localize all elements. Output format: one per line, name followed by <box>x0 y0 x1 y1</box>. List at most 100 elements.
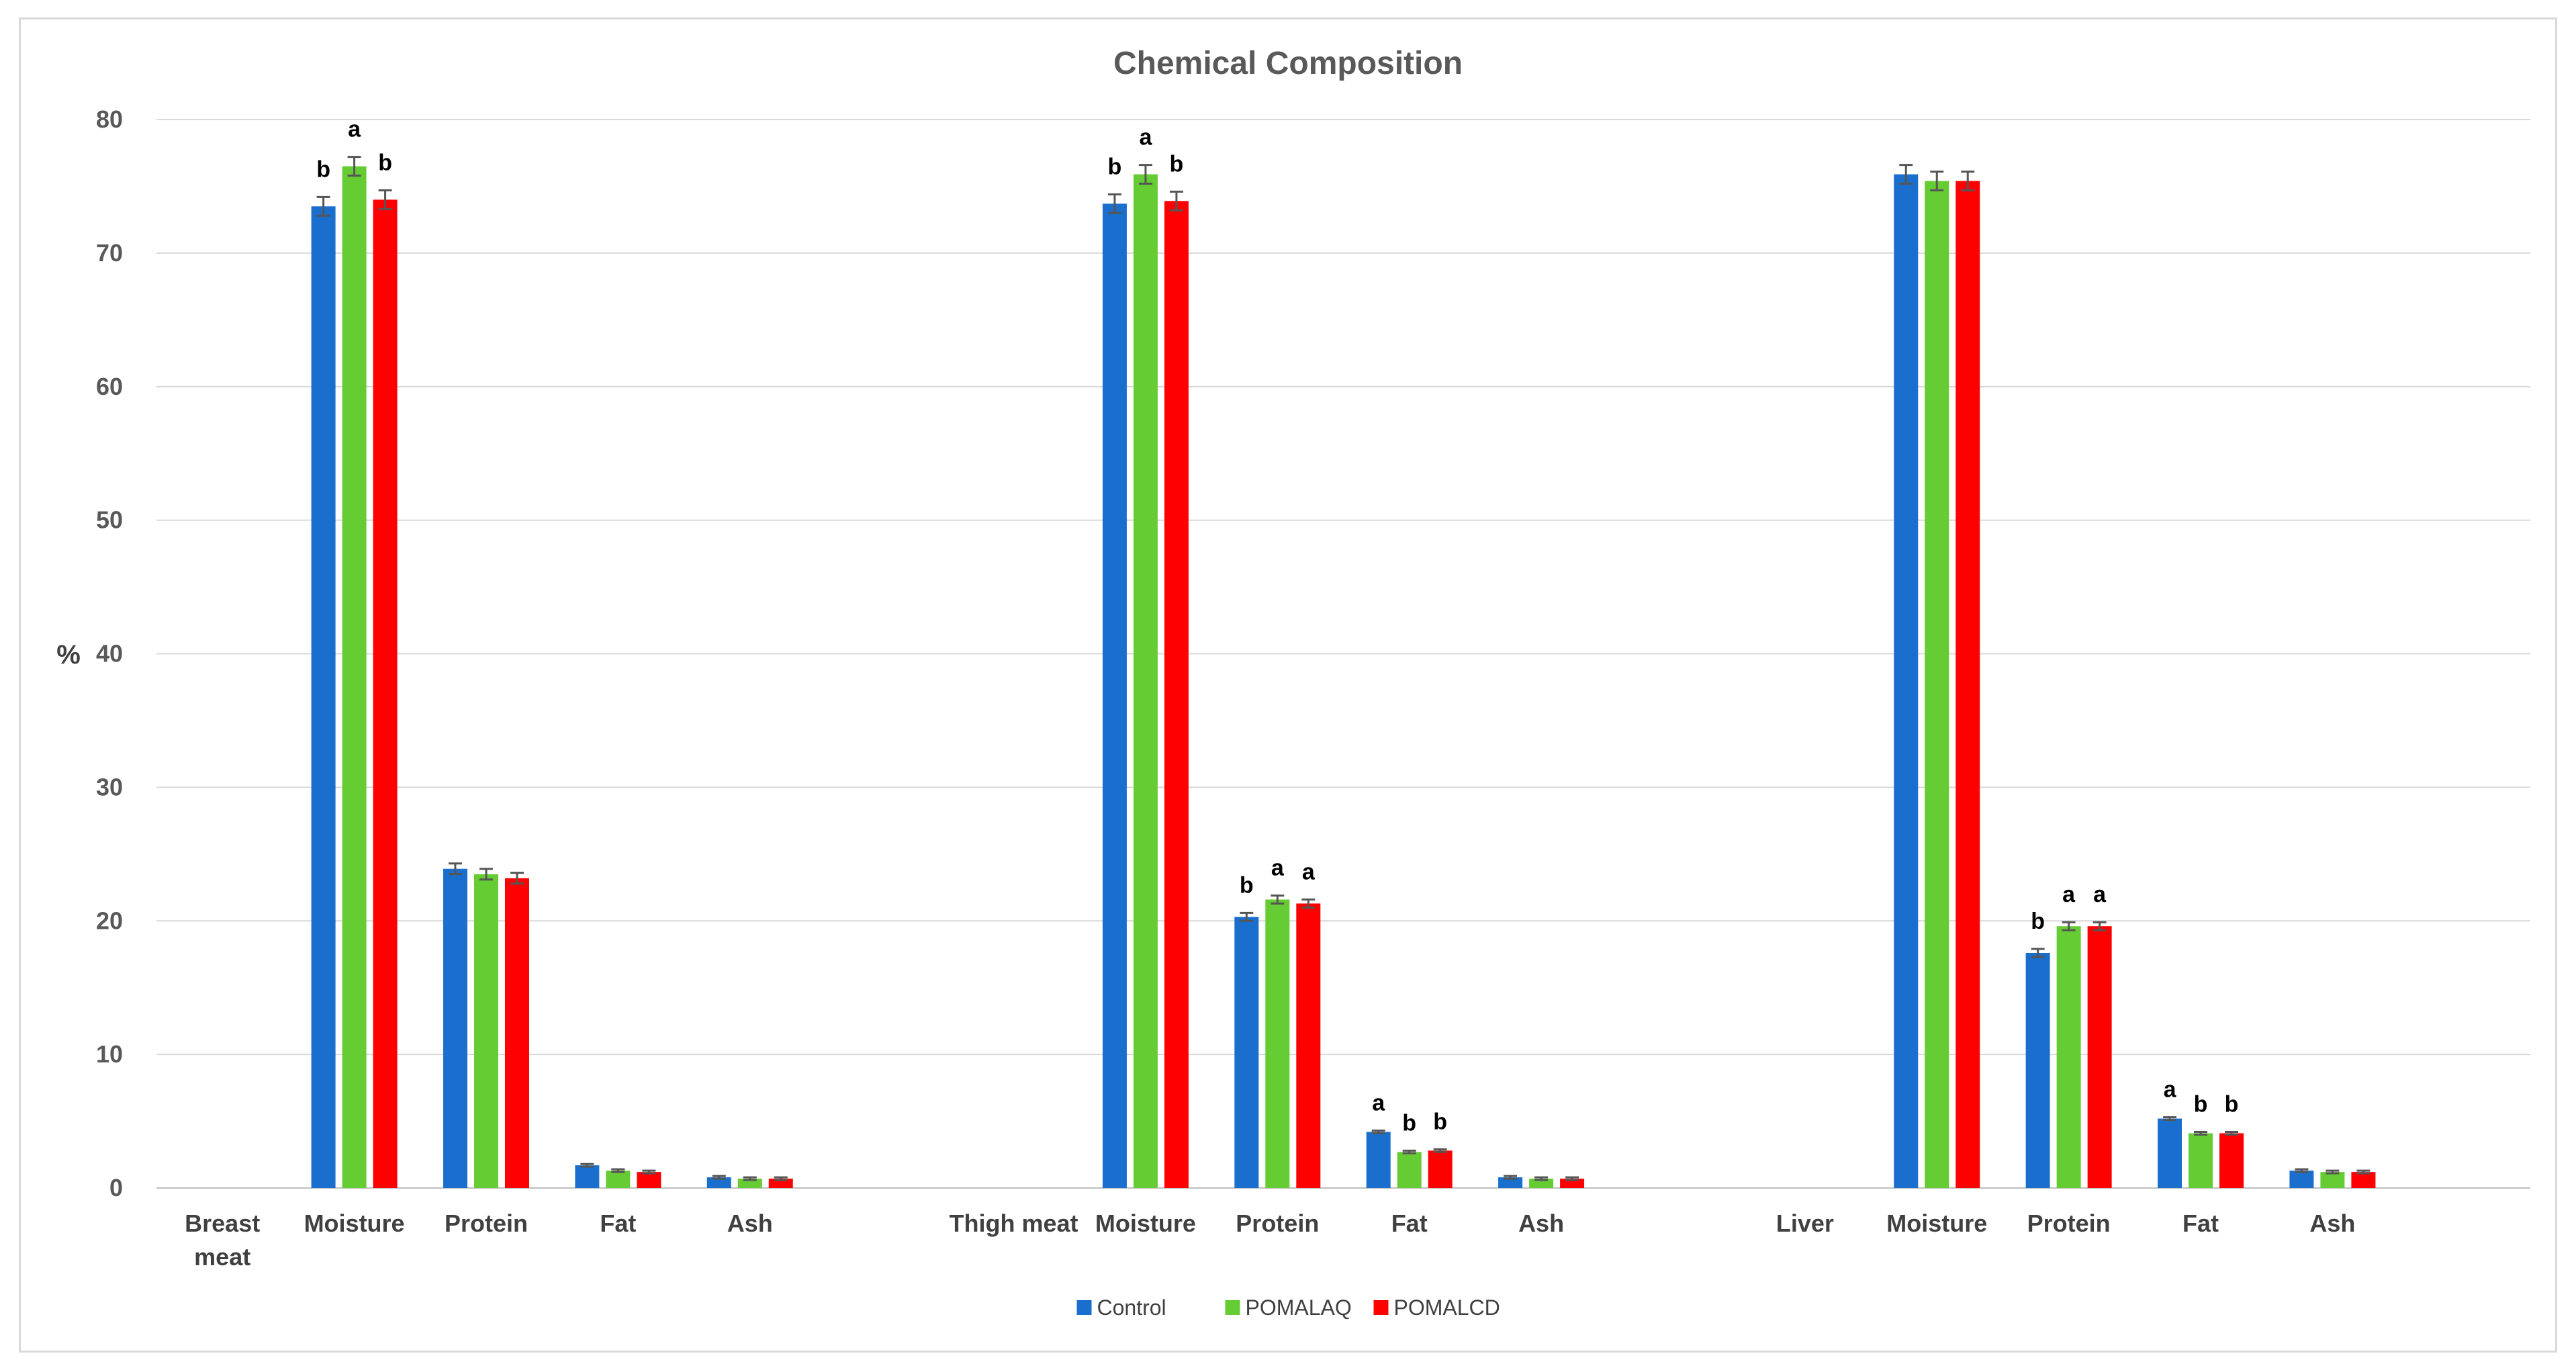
bar <box>1956 181 1980 1188</box>
error-bar <box>1169 190 1183 212</box>
bar <box>1296 903 1321 1188</box>
error-bar <box>611 1168 625 1173</box>
category-label: Moisture <box>304 1209 405 1237</box>
legend-label: POMALAQ <box>1246 1295 1352 1320</box>
category-label: Moisture <box>1886 1209 1987 1237</box>
chart-title: Chemical Composition <box>1113 46 1463 81</box>
y-tick-label: 20 <box>96 907 123 934</box>
legend-label: POMALCD <box>1394 1295 1500 1320</box>
legend-label: Control <box>1097 1295 1166 1320</box>
error-bar <box>2062 921 2076 931</box>
significance-letter: b <box>378 150 392 175</box>
significance-letter: a <box>2164 1077 2177 1103</box>
bar <box>706 1177 731 1188</box>
error-bar <box>642 1169 656 1175</box>
group-label: Thigh meat <box>950 1209 1078 1237</box>
x-axis-category-labels: Breast meat Thigh meat Liver Moisture Protein… <box>185 1209 2355 1271</box>
category-label: Ash <box>1518 1209 1564 1237</box>
error-bar <box>2031 948 2045 958</box>
y-tick-label: 80 <box>96 105 123 133</box>
bar <box>2189 1133 2213 1188</box>
bar <box>2289 1171 2314 1188</box>
significance-letter: b <box>2031 909 2045 934</box>
error-bar <box>2194 1130 2208 1136</box>
significance-letter: b <box>1433 1109 1447 1134</box>
category-label: Fat <box>600 1209 636 1237</box>
significance-letter: b <box>2225 1091 2239 1117</box>
category-label: Protein <box>2027 1209 2111 1237</box>
bar <box>2320 1172 2345 1188</box>
bar <box>1498 1177 1523 1188</box>
bar <box>373 199 398 1189</box>
gridlines <box>156 119 2530 1189</box>
error-bar <box>1138 164 1152 185</box>
error-bars <box>316 156 2371 1181</box>
y-tick-label: 0 <box>109 1174 123 1201</box>
category-label: Moisture <box>1095 1209 1196 1237</box>
bar <box>1234 917 1259 1188</box>
error-bar <box>1240 911 1254 922</box>
bars <box>311 166 2376 1189</box>
significance-letter: a <box>1372 1090 1385 1115</box>
significance-letter: a <box>348 117 361 142</box>
error-bar <box>2163 1116 2177 1122</box>
error-bar <box>378 189 392 210</box>
error-bar <box>743 1176 757 1181</box>
legend-swatch <box>1373 1300 1389 1315</box>
category-label: Fat <box>1391 1209 1428 1237</box>
error-bar <box>1504 1175 1518 1180</box>
y-tick-label: 10 <box>96 1040 123 1068</box>
bar <box>1894 174 1919 1188</box>
error-bar <box>1402 1149 1416 1154</box>
significance-letter: b <box>1240 872 1254 898</box>
error-bar <box>1899 164 1913 185</box>
significance-letter: a <box>1271 855 1285 880</box>
bar <box>473 874 498 1188</box>
category-label: Fat <box>2182 1209 2219 1237</box>
bar <box>2351 1172 2376 1188</box>
bar <box>2025 952 2050 1188</box>
error-bar <box>774 1176 788 1181</box>
bar <box>1164 201 1189 1189</box>
significance-letter: b <box>1170 151 1184 177</box>
legend: Control POMALAQ POMALCD <box>1076 1295 1500 1320</box>
bar <box>606 1171 631 1188</box>
significance-letter: b <box>2194 1091 2208 1117</box>
error-bar <box>347 156 361 177</box>
significance-letter: a <box>2093 882 2107 907</box>
error-bar <box>1433 1148 1447 1153</box>
error-bar <box>1565 1176 1579 1181</box>
error-bar <box>1107 193 1121 214</box>
group-label: Liver <box>1776 1209 1834 1237</box>
bar <box>2056 926 2081 1188</box>
bar <box>311 206 336 1188</box>
legend-swatch <box>1225 1300 1240 1315</box>
y-tick-label: 30 <box>96 773 123 801</box>
y-tick-label: 40 <box>96 640 123 668</box>
y-tick-label: 50 <box>96 506 123 534</box>
error-bar <box>510 872 524 885</box>
category-label: Ash <box>727 1209 773 1237</box>
bar <box>1397 1152 1422 1188</box>
category-label: Ash <box>2309 1209 2355 1237</box>
error-bar <box>1371 1129 1385 1134</box>
bar <box>2158 1118 2182 1188</box>
error-bar <box>448 862 462 876</box>
significance-letter: a <box>1139 125 1152 150</box>
group-label: meat <box>194 1243 250 1271</box>
bar <box>2219 1133 2244 1188</box>
error-bar <box>2295 1168 2309 1173</box>
y-tick-label: 70 <box>96 239 123 267</box>
y-tick-label: 60 <box>96 373 123 400</box>
bar <box>575 1165 600 1188</box>
bar <box>504 878 529 1188</box>
y-axis-ticks: 0 10 20 30 40 50 60 70 80 <box>96 105 123 1201</box>
bar <box>342 166 367 1189</box>
bar <box>443 868 467 1188</box>
error-bar <box>479 868 493 881</box>
bar <box>637 1172 661 1188</box>
error-bar <box>2356 1169 2371 1175</box>
error-bar <box>316 195 330 217</box>
